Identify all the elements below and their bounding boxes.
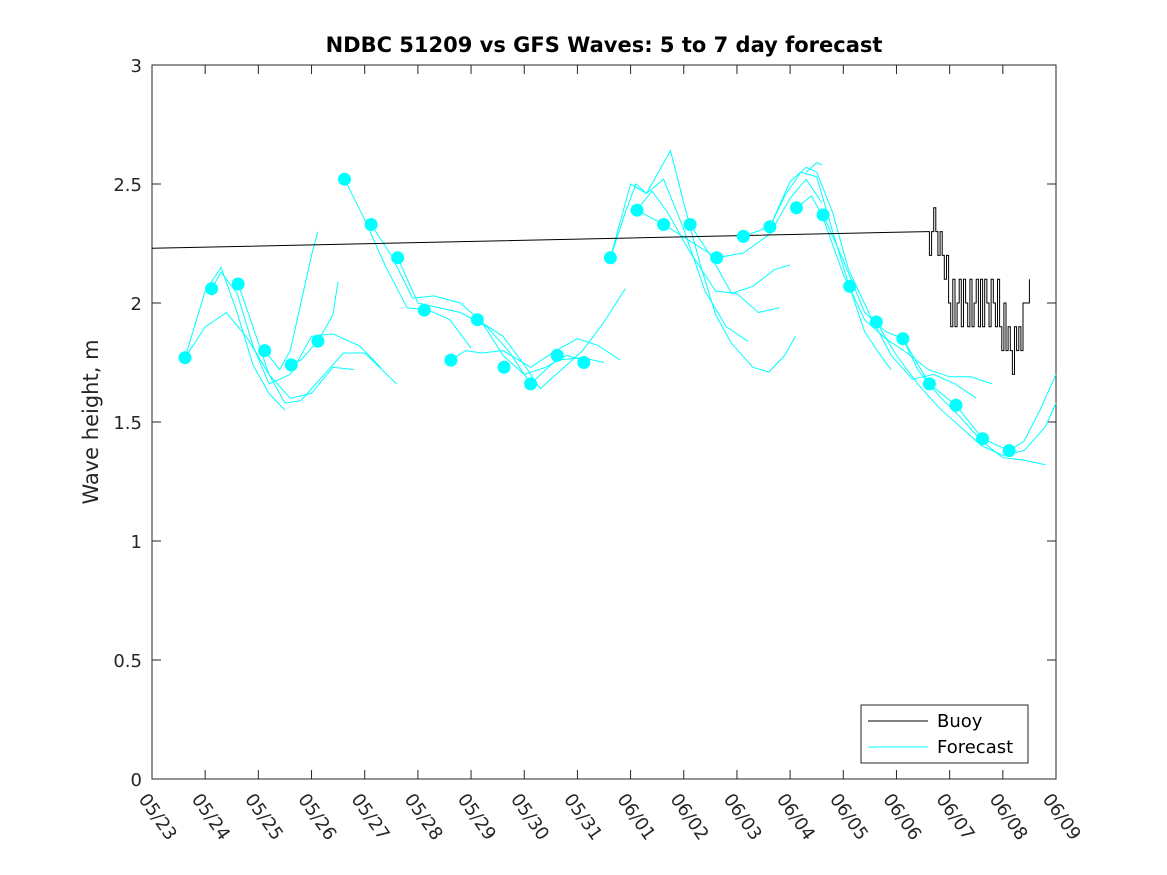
forecast-marker [524, 377, 538, 391]
forecast-line [184, 266, 286, 411]
forecast-marker [417, 303, 431, 317]
plot-markers [178, 172, 1016, 458]
forecast-marker [869, 315, 883, 329]
x-tick-label: 05/26 [293, 790, 340, 845]
forecast-marker [178, 351, 192, 365]
forecast-line [344, 178, 472, 349]
chart-title: NDBC 51209 vs GFS Waves: 5 to 7 day fore… [326, 33, 883, 57]
forecast-marker [843, 279, 857, 293]
forecast-marker [284, 358, 298, 372]
forecast-marker [790, 201, 803, 215]
y-tick-label: 3 [131, 56, 142, 77]
forecast-marker [1002, 444, 1016, 458]
forecast-line [796, 195, 993, 385]
forecast-marker [311, 334, 325, 348]
x-tick-label: 05/24 [187, 790, 234, 845]
y-axis-label: Wave height, m [79, 339, 103, 504]
forecast-marker [896, 332, 910, 346]
forecast-line [264, 231, 319, 371]
forecast-marker [763, 220, 777, 234]
forecast-marker [816, 208, 830, 222]
y-tick-label: 2 [131, 294, 142, 315]
forecast-marker [338, 172, 351, 186]
forecast-line [609, 149, 796, 373]
forecast-marker [205, 282, 219, 296]
forecast-line [805, 162, 823, 173]
forecast-line [636, 190, 780, 314]
y-axis: 0 0.5 1 1.5 2 2.5 3 [113, 56, 1056, 791]
forecast-marker [683, 218, 697, 231]
x-tick-label: 05/29 [453, 790, 500, 845]
forecast-marker [444, 353, 458, 367]
forecast-marker [710, 251, 724, 265]
x-tick-label: 05/23 [134, 790, 181, 845]
forecast-marker [391, 251, 405, 265]
forecast-line [450, 338, 621, 368]
forecast-line [689, 224, 791, 295]
y-tick-label: 1 [131, 532, 142, 553]
legend: Buoy Forecast [860, 704, 1029, 764]
legend-forecast-label: Forecast [937, 737, 1013, 758]
x-tick-label: 06/05 [825, 790, 872, 845]
x-tick-label: 06/03 [719, 790, 766, 845]
y-tick-label: 0 [131, 770, 142, 791]
forecast-marker [949, 398, 963, 412]
x-tick-label: 06/01 [612, 790, 659, 845]
forecast-marker [258, 344, 272, 358]
forecast-marker [550, 348, 564, 362]
forecast-marker [364, 218, 378, 231]
x-tick-label: 05/31 [559, 790, 606, 845]
x-tick-label: 05/27 [347, 790, 394, 845]
forecast-marker [922, 377, 936, 391]
x-tick-label: 06/09 [1038, 790, 1085, 845]
x-tick-label: 06/08 [985, 790, 1032, 845]
x-tick-label: 06/04 [772, 790, 819, 845]
x-tick-label: 06/06 [878, 790, 925, 845]
plot-area [151, 64, 1057, 780]
forecast-marker [231, 277, 245, 291]
y-tick-label: 0.5 [113, 651, 142, 672]
y-tick-label: 1.5 [113, 413, 142, 434]
x-tick-label: 05/28 [400, 790, 447, 845]
forecast-line [211, 271, 382, 385]
forecast-marker [736, 229, 750, 243]
forecast-line [769, 171, 892, 370]
forecast-line [875, 321, 1057, 456]
forecast-line [477, 288, 626, 390]
y-tick-label: 2.5 [113, 175, 142, 196]
forecast-marker [603, 251, 617, 265]
x-tick-label: 05/25 [240, 790, 287, 845]
forecast-line [609, 178, 748, 342]
forecast-marker [577, 356, 591, 369]
x-tick-label: 06/07 [932, 790, 979, 845]
forecast-line [237, 283, 397, 404]
forecast-marker [630, 203, 644, 217]
forecast-marker [470, 313, 484, 327]
x-tick-label: 05/30 [506, 790, 553, 845]
forecast-line [636, 178, 823, 259]
forecast-marker [657, 218, 671, 231]
forecast-marker [497, 360, 511, 374]
legend-box [860, 704, 1029, 764]
forecast-marker [976, 432, 990, 446]
buoy-line [151, 207, 1030, 375]
forecast-line [743, 166, 977, 399]
legend-buoy-label: Buoy [937, 711, 983, 732]
x-tick-label: 06/02 [666, 790, 713, 845]
